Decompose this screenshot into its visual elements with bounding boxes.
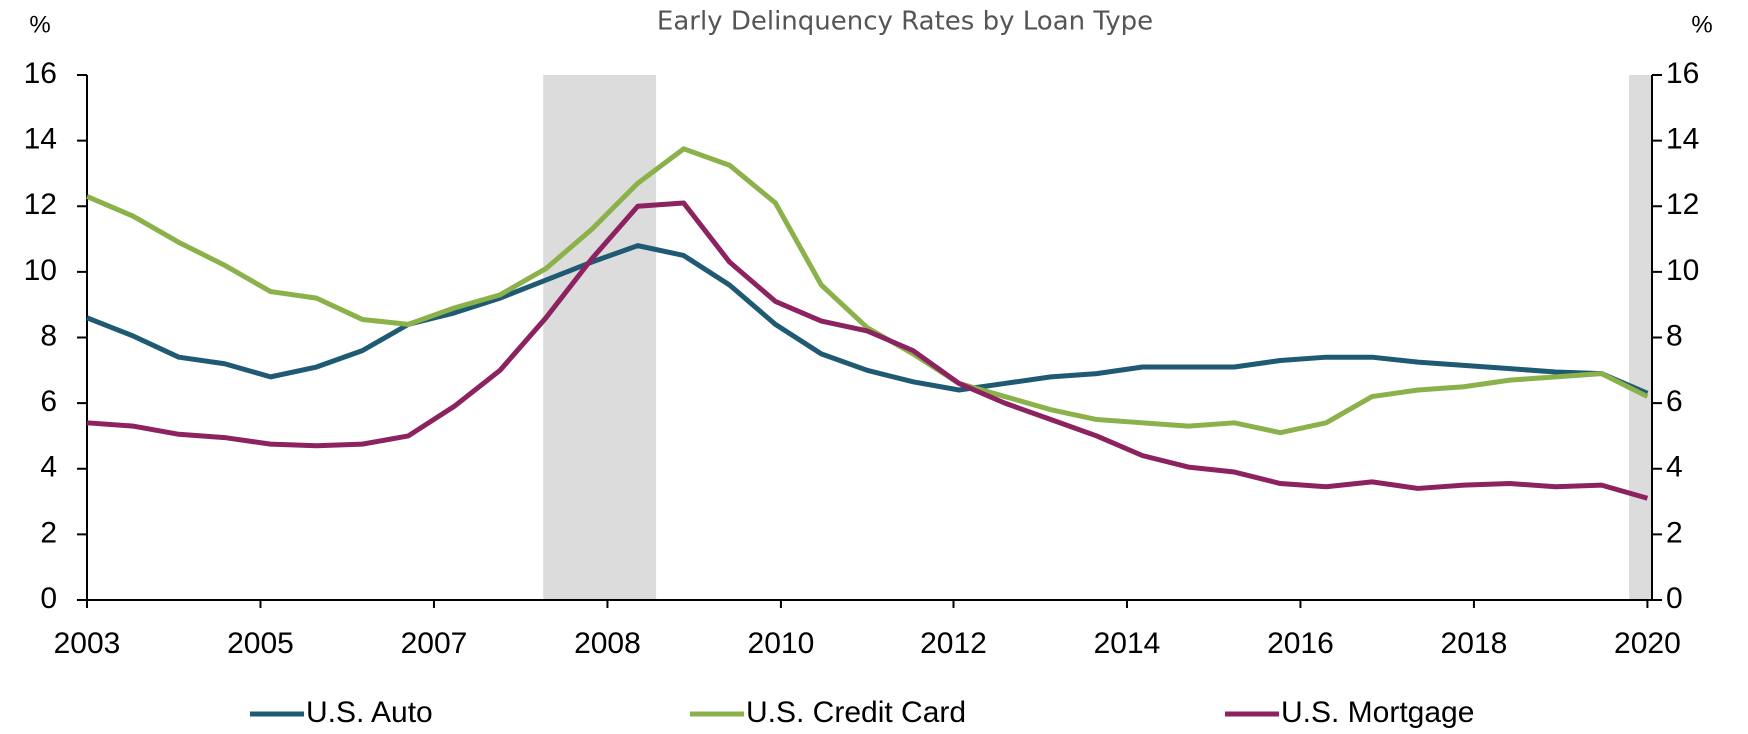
y-tick-label: 8 xyxy=(40,319,57,352)
y-tick-label: 0 xyxy=(40,582,57,615)
y-tick-label: 10 xyxy=(24,254,57,287)
recession-shade xyxy=(543,75,657,600)
y2-tick-label: 4 xyxy=(1666,451,1683,484)
y-tick-label: 12 xyxy=(24,188,57,221)
x-tick-label: 2008 xyxy=(574,627,641,660)
legend-label: U.S. Mortgage xyxy=(1281,696,1474,729)
x-tick-label: 2012 xyxy=(920,627,987,660)
y-tick-label: 2 xyxy=(40,516,57,549)
x-tick-label: 2010 xyxy=(748,627,815,660)
x-tick-label: 2020 xyxy=(1614,627,1681,660)
y2-tick-label: 14 xyxy=(1666,123,1699,156)
y2-tick-label: 12 xyxy=(1666,188,1699,221)
y2-tick-label: 0 xyxy=(1666,582,1683,615)
chart-title: Early Delinquency Rates by Loan Type xyxy=(657,7,1153,37)
y-tick-label: 16 xyxy=(24,57,57,90)
y2-tick-label: 16 xyxy=(1666,57,1699,90)
series-line xyxy=(86,146,1649,436)
series-line xyxy=(86,200,1649,501)
legend-label: U.S. Credit Card xyxy=(746,696,966,729)
x-tick-label: 2014 xyxy=(1094,627,1161,660)
x-tick-label: 2005 xyxy=(227,627,294,660)
legend-label: U.S. Auto xyxy=(306,696,433,729)
x-tick-label: 2018 xyxy=(1441,627,1508,660)
y2-axis-label: % xyxy=(1691,11,1712,38)
y2-tick-label: 6 xyxy=(1666,385,1683,418)
y2-tick-label: 8 xyxy=(1666,319,1683,352)
y-axis-label: % xyxy=(29,11,50,38)
y2-tick-label: 2 xyxy=(1666,516,1683,549)
y-tick-label: 14 xyxy=(24,123,57,156)
x-tick-label: 2007 xyxy=(401,627,468,660)
y-tick-label: 4 xyxy=(40,451,57,484)
series-line xyxy=(86,243,1649,396)
y-tick-label: 6 xyxy=(40,385,57,418)
x-tick-label: 2016 xyxy=(1267,627,1334,660)
recession-shade xyxy=(1629,75,1652,600)
x-tick-label: 2003 xyxy=(54,627,121,660)
y2-tick-label: 10 xyxy=(1666,254,1699,287)
